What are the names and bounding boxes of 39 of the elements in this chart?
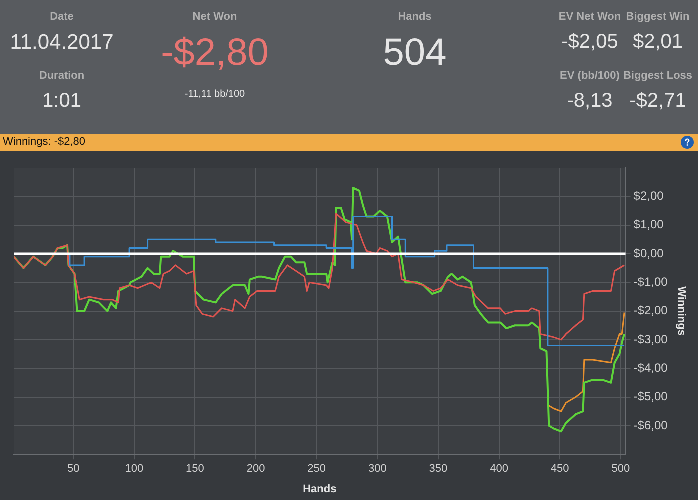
chart-title: Winnings: -$2,80 — [0, 134, 698, 151]
y-tick-label: -$6,00 — [634, 418, 668, 432]
y-tick-label: -$1,00 — [634, 274, 668, 289]
text: -$2,05 — [562, 31, 618, 54]
x-tick-label: 300 — [368, 463, 387, 476]
y-tick-label: -$5,00 — [634, 390, 668, 404]
text: EV (bb/100) — [560, 70, 620, 82]
text: -11,11 bb/100 — [184, 89, 246, 100]
x-tick-label: 450 — [550, 463, 570, 476]
y-tick-label: $0,00 — [634, 246, 664, 260]
text: Date — [50, 11, 74, 23]
y-tick-label: -$4,00 — [634, 360, 668, 375]
y-tick-label: -$3,00 — [634, 332, 668, 346]
text: 11.04.2017 — [10, 31, 114, 55]
x-tick-label: 100 — [125, 463, 144, 476]
x-tick-label: 200 — [246, 463, 266, 476]
text: Biggest Win — [626, 11, 690, 23]
y-tick-label: $2,00 — [634, 188, 664, 203]
text: Net Won — [192, 11, 238, 23]
text: EV Net Won — [558, 11, 622, 23]
x-tick-label: 250 — [308, 463, 326, 476]
text: 1:01 — [42, 90, 82, 113]
x-tick-label: 50 — [67, 463, 80, 476]
x-tick-label: 400 — [490, 463, 508, 476]
x-axis-title: Hands — [303, 483, 337, 496]
x-tick-label: 350 — [429, 463, 448, 476]
text: $2,01 — [632, 31, 684, 54]
text: Hands — [398, 11, 432, 23]
text: -8,13 — [567, 90, 613, 113]
text: 504 — [383, 32, 447, 75]
text: Biggest Loss — [623, 70, 693, 82]
text: -$2,71 — [630, 90, 686, 113]
x-tick-label: 500 — [612, 463, 630, 476]
text: Duration — [39, 70, 85, 82]
y-tick-label: -$2,00 — [634, 304, 668, 318]
text: -$2,80 — [161, 32, 269, 75]
x-tick-label: 150 — [186, 463, 204, 476]
y-axis-title: Winnings — [675, 286, 688, 336]
y-tick-label: $1,00 — [634, 218, 664, 232]
